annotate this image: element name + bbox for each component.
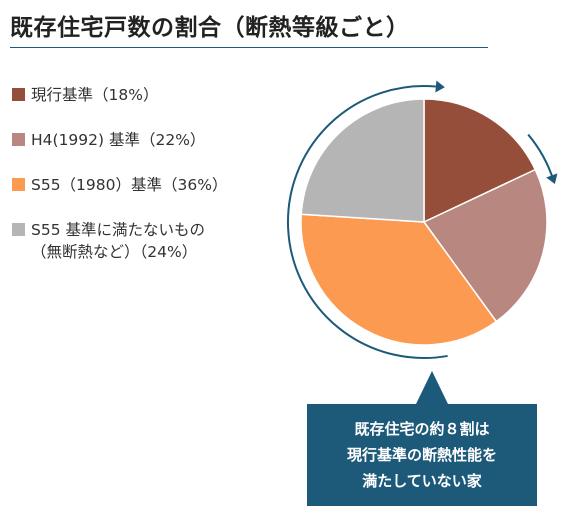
callout-box: 既存住宅の約８割は 現行基準の断熱性能を 満たしていない家 xyxy=(307,404,537,506)
chart-title: 既存住宅戸数の割合（断熱等級ごと） xyxy=(10,15,410,41)
legend-swatch-below-s55 xyxy=(12,223,25,236)
legend-label-below-s55-line1: S55 基準に満たないもの xyxy=(31,221,205,239)
callout-line-3: 満たしていない家 xyxy=(362,472,482,490)
pie-slices xyxy=(300,98,548,346)
arrowhead-top-icon xyxy=(435,80,445,93)
title-underline xyxy=(10,47,488,48)
pie-slice-s55 xyxy=(300,213,498,346)
arrowhead-right-icon xyxy=(546,173,558,184)
callout-arc-arrow xyxy=(287,80,558,359)
callout-line-2: 現行基準の断熱性能を xyxy=(346,446,497,464)
pie-slice-current xyxy=(423,98,537,224)
legend-label-h4: H4(1992) 基準（22%） xyxy=(31,131,206,149)
legend-label-below-s55-line2: （無断熱など）（24%） xyxy=(31,243,198,261)
legend-item-below-s55: S55 基準に満たないもの （無断熱など）（24%） xyxy=(12,219,292,263)
legend: 現行基準（18%） H4(1992) 基準（22%） S55（1980）基準（3… xyxy=(12,84,292,286)
legend-swatch-current xyxy=(12,88,25,101)
callout-line-1: 既存住宅の約８割は xyxy=(354,420,490,438)
callout-arc xyxy=(287,85,448,359)
pie-slice-below-s55 xyxy=(300,98,425,223)
legend-item-s55: S55（1980）基準（36%） xyxy=(12,174,292,196)
legend-swatch-s55 xyxy=(12,178,25,191)
legend-swatch-h4 xyxy=(12,133,25,146)
pie-slice-h4 xyxy=(422,168,548,323)
legend-label-s55: S55（1980）基準（36%） xyxy=(31,176,228,194)
callout-pointer xyxy=(416,371,448,404)
legend-item-h4: H4(1992) 基準（22%） xyxy=(12,129,292,151)
legend-label-current: 現行基準（18%） xyxy=(31,86,159,104)
legend-item-current: 現行基準（18%） xyxy=(12,84,292,106)
